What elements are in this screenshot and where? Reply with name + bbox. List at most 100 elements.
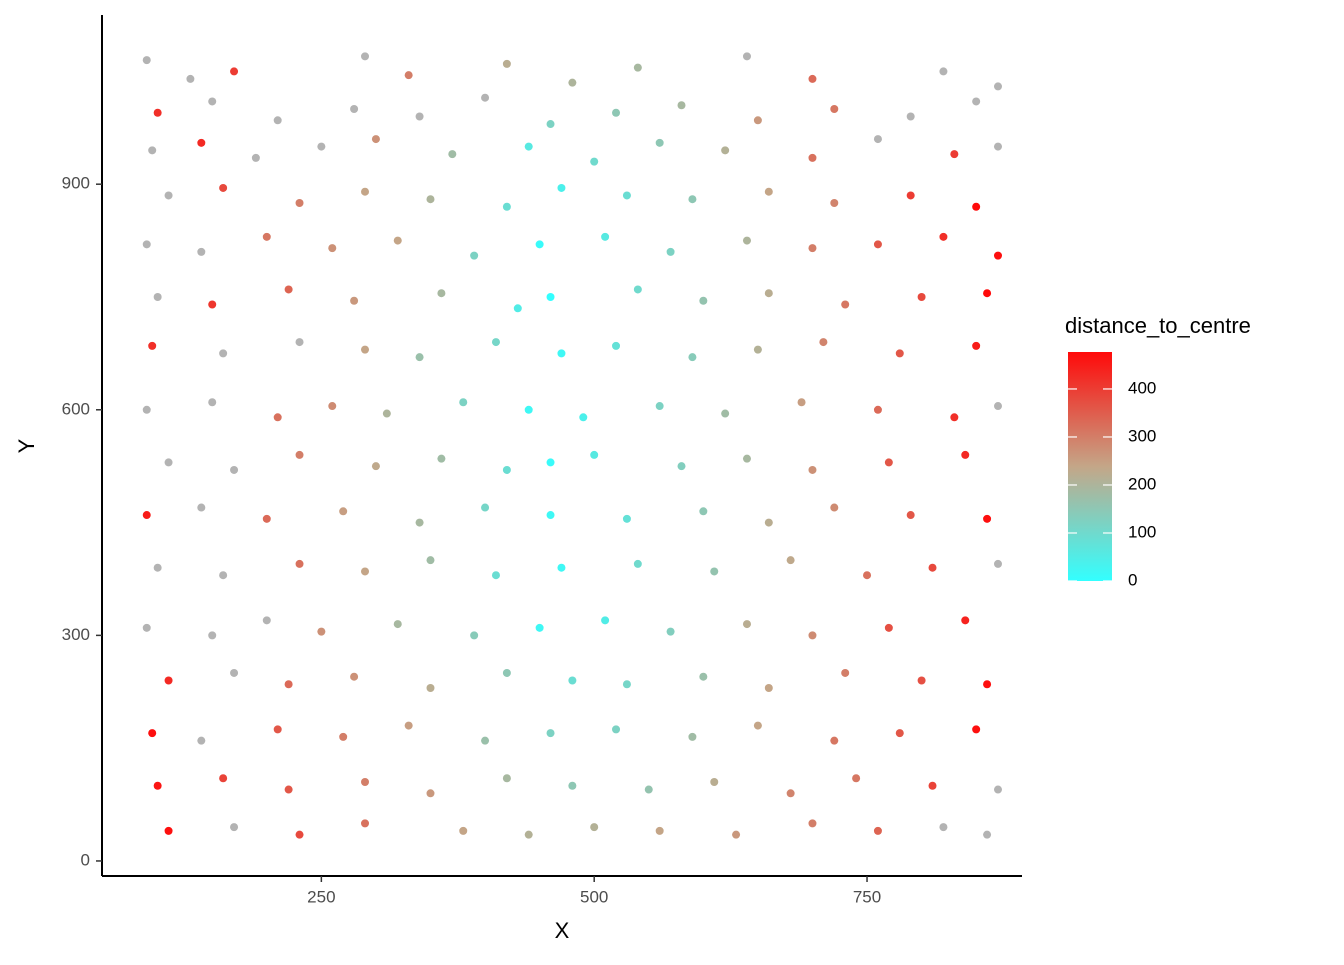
point — [470, 631, 479, 640]
point — [993, 142, 1002, 151]
point — [972, 202, 981, 211]
point — [601, 232, 610, 241]
point — [808, 631, 817, 640]
point — [415, 112, 424, 121]
point — [710, 567, 719, 576]
point — [230, 668, 239, 677]
point — [983, 289, 992, 298]
point — [753, 345, 762, 354]
point — [491, 571, 500, 580]
point — [219, 349, 228, 358]
point — [502, 202, 511, 211]
point — [426, 789, 435, 798]
point — [153, 292, 162, 301]
point — [502, 774, 511, 783]
point — [612, 725, 621, 734]
point — [786, 789, 795, 798]
point — [524, 142, 533, 151]
point — [906, 511, 915, 520]
point — [262, 514, 271, 523]
point — [524, 830, 533, 839]
point — [230, 67, 239, 76]
point — [317, 142, 326, 151]
point — [601, 616, 610, 625]
point — [972, 97, 981, 106]
point — [502, 59, 511, 68]
point — [830, 503, 839, 512]
point — [328, 402, 337, 411]
point — [895, 349, 904, 358]
point — [557, 563, 566, 572]
point — [295, 559, 304, 568]
point — [481, 736, 490, 745]
legend-title: distance_to_centre — [1065, 313, 1251, 338]
point — [830, 104, 839, 113]
point — [371, 462, 380, 471]
point — [688, 195, 697, 204]
point — [666, 627, 675, 636]
point — [863, 571, 872, 580]
point — [284, 285, 293, 294]
point — [753, 721, 762, 730]
point — [873, 826, 882, 835]
point — [230, 823, 239, 832]
point — [317, 627, 326, 636]
point — [939, 232, 948, 241]
point — [426, 684, 435, 693]
point — [262, 616, 271, 625]
x-tick-label: 250 — [307, 887, 335, 906]
point — [426, 195, 435, 204]
point — [797, 398, 806, 407]
point — [884, 623, 893, 632]
point — [164, 676, 173, 685]
point — [612, 108, 621, 117]
point — [208, 398, 217, 407]
point — [917, 676, 926, 685]
point — [590, 823, 599, 832]
y-tick-label: 0 — [81, 850, 90, 869]
point — [148, 146, 157, 155]
point — [721, 146, 730, 155]
x-tick-label: 750 — [853, 887, 881, 906]
point — [273, 413, 282, 422]
point — [219, 774, 228, 783]
point — [295, 198, 304, 207]
point — [142, 56, 151, 65]
point — [350, 672, 359, 681]
point — [677, 101, 686, 110]
point — [808, 244, 817, 253]
point — [688, 353, 697, 362]
point — [415, 518, 424, 527]
point — [295, 450, 304, 459]
point — [993, 402, 1002, 411]
point — [481, 93, 490, 102]
point — [557, 183, 566, 192]
point — [393, 236, 402, 245]
point — [710, 778, 719, 787]
point — [622, 514, 631, 523]
point — [361, 778, 370, 787]
point — [928, 563, 937, 572]
point — [699, 672, 708, 681]
point — [764, 289, 773, 298]
point — [524, 405, 533, 414]
point — [208, 631, 217, 640]
point — [699, 296, 708, 305]
point — [513, 304, 522, 313]
point — [753, 116, 762, 125]
point — [928, 781, 937, 790]
point — [208, 97, 217, 106]
point — [808, 465, 817, 474]
point — [742, 52, 751, 61]
point — [633, 285, 642, 294]
point — [568, 676, 577, 685]
point — [917, 292, 926, 301]
point — [983, 514, 992, 523]
point — [993, 559, 1002, 568]
point — [546, 729, 555, 738]
point — [361, 345, 370, 354]
point — [535, 240, 544, 249]
point — [502, 465, 511, 474]
point — [568, 781, 577, 790]
